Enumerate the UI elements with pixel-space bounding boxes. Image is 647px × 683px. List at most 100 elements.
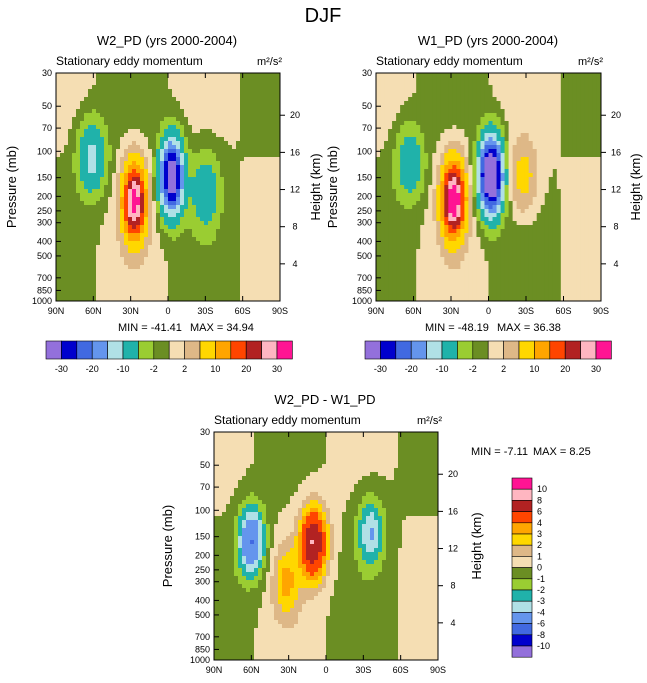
field-cell (268, 117, 273, 122)
field-cell (60, 141, 65, 146)
field-cell (260, 225, 265, 230)
field-cell (240, 157, 245, 162)
field-cell (568, 97, 574, 102)
field-cell (188, 161, 193, 166)
field-cell (236, 225, 241, 230)
field-cell (76, 253, 81, 258)
field-cell (60, 129, 65, 134)
field-cell (592, 113, 598, 118)
field-cell (80, 185, 85, 190)
panel-w2: W2_PD (yrs 2000-2004) Stationary eddy mo… (4, 33, 323, 374)
field-cell (248, 81, 253, 86)
field-cell (236, 193, 241, 198)
field-cell (80, 293, 85, 298)
field-cell (220, 81, 225, 86)
field-cell (180, 177, 185, 182)
field-cell (472, 77, 478, 82)
field-cell (384, 85, 389, 90)
field-cell (128, 173, 133, 178)
field-cell (224, 113, 229, 118)
field-cell (544, 109, 550, 114)
field-cell (92, 277, 97, 282)
field-cell (172, 81, 177, 86)
field-cell (236, 237, 241, 242)
field-cell (188, 109, 193, 114)
field-cell (492, 137, 498, 142)
field-cell (436, 81, 441, 86)
field-cell (56, 249, 61, 254)
field-cell (128, 221, 133, 226)
field-cell (220, 233, 225, 238)
field-cell (140, 289, 145, 294)
field-cell (72, 285, 77, 290)
field-cell (432, 149, 437, 154)
field-cell (68, 105, 73, 110)
field-cell (252, 97, 257, 102)
field-cell (540, 157, 546, 162)
field-cell (216, 113, 221, 118)
field-cell (264, 281, 269, 286)
field-cell (404, 81, 409, 86)
field-cell (424, 193, 429, 198)
field-cell (464, 157, 470, 162)
field-cell (516, 125, 522, 130)
field-cell (204, 133, 209, 138)
field-cell (480, 145, 486, 150)
field-cell (172, 221, 177, 226)
field-cell (588, 93, 594, 98)
field-cell (160, 177, 165, 182)
field-cell (260, 273, 265, 278)
field-cell (416, 97, 421, 102)
field-cell (168, 281, 173, 286)
field-cell (468, 89, 474, 94)
field-cell (224, 213, 229, 218)
field-cell (148, 105, 153, 110)
field-cell (140, 133, 145, 138)
field-cell (76, 245, 81, 250)
field-cell (484, 109, 490, 114)
field-cell (252, 285, 257, 290)
field-cell (576, 113, 582, 118)
field-cell (212, 249, 217, 254)
field-cell (224, 209, 229, 214)
field-cell (384, 185, 389, 190)
field-cell (156, 201, 161, 206)
field-cell (420, 113, 425, 118)
field-cell (576, 121, 582, 126)
field-cell (64, 121, 69, 126)
field-cell (244, 265, 249, 270)
field-cell (392, 117, 397, 122)
field-cell (552, 189, 558, 194)
field-cell (236, 213, 241, 218)
field-cell (484, 193, 490, 198)
field-cell (76, 241, 81, 246)
field-cell (92, 241, 97, 246)
field-cell (172, 217, 177, 222)
field-cell (276, 213, 280, 218)
field-cell (88, 89, 93, 94)
field-cell (236, 253, 241, 258)
field-cell (216, 141, 221, 146)
field-cell (164, 73, 169, 78)
field-cell (276, 145, 280, 150)
field-cell (140, 209, 145, 214)
field-cell (224, 157, 229, 162)
field-cell (204, 109, 209, 114)
field-cell (216, 265, 221, 270)
field-cell (104, 85, 109, 90)
field-cell (500, 157, 506, 162)
field-cell (480, 189, 486, 194)
field-cell (180, 129, 185, 134)
field-cell (376, 89, 381, 94)
field-cell (84, 77, 89, 82)
field-cell (564, 77, 570, 82)
field-cell (164, 125, 169, 130)
field-cell (532, 177, 538, 182)
field-cell (140, 129, 145, 134)
field-cell (96, 241, 101, 246)
field-cell (120, 169, 125, 174)
field-cell (196, 101, 201, 106)
field-cell (108, 209, 113, 214)
field-cell (232, 277, 237, 282)
field-cell (276, 265, 280, 270)
